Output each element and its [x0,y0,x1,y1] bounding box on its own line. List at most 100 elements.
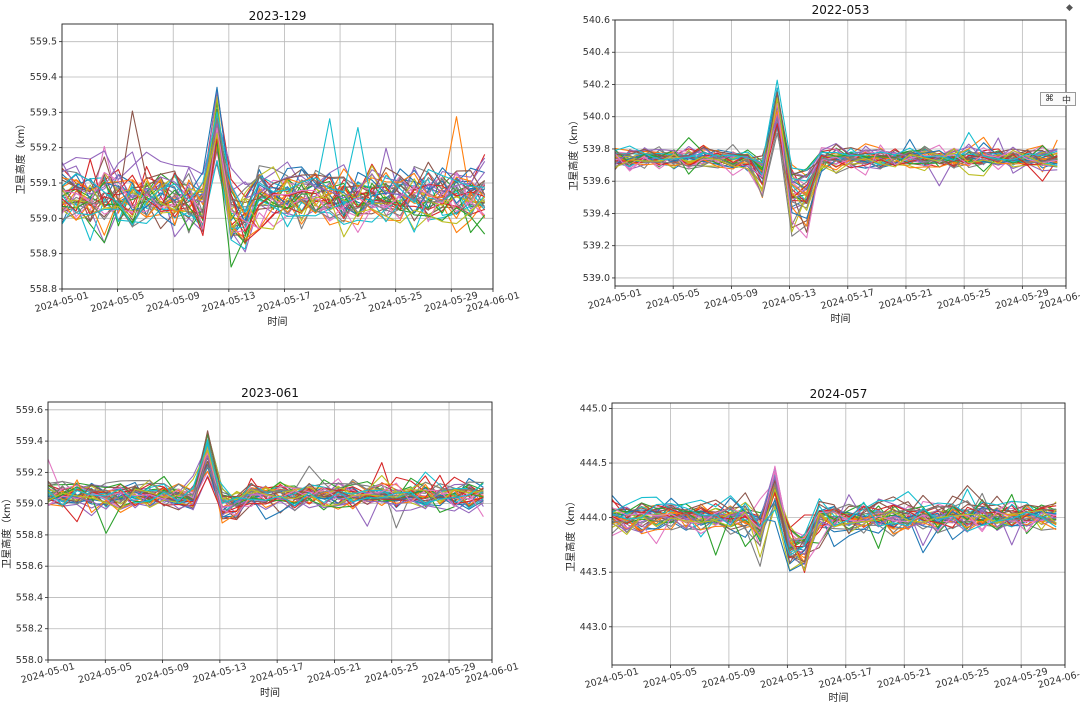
y-tick-label: 540.0 [583,112,610,123]
chart-title: 2023-061 [241,386,299,400]
x-tick-label: 2024-05-25 [936,287,992,312]
plot-frame [47,401,493,661]
series-line [614,97,1058,211]
y-tick-label: 558.8 [16,530,43,541]
series-line [614,98,1058,182]
input-method-indicator[interactable]: ⌘ 中 [1040,92,1076,106]
y-tick-label: 443.5 [580,567,607,578]
x-tick-label: 2024-05-25 [934,666,990,691]
y-tick-label: 559.1 [30,178,57,189]
series-line [611,471,1057,541]
series-line [614,95,1058,195]
input-method-icon: ⌘ [1044,94,1054,104]
x-tick-label: 2024-05-25 [364,661,420,686]
series-line [611,480,1057,563]
series-line [47,430,484,509]
chart-panel-2: 2022-053 539.0 539.2 539.4 539.6 539.8 540.0 54… [567,3,1080,325]
x-axis-label: 时间 [260,686,280,699]
series-line [611,488,1057,572]
x-tick-label: 2024-05-13 [759,666,815,691]
x-tick-label: 2024-05-09 [703,287,759,312]
x-tick-label: 2024-05-21 [306,661,362,686]
series-line [61,130,485,222]
x-tick-label: 2024-05-17 [256,290,312,315]
y-tick-label: 559.3 [30,107,57,118]
series-line [61,126,486,220]
chart-panel-1: 2023-129 558.8 558.9 559.0 559.1 559.2 559.3 55… [14,9,521,328]
y-axis-label: 卫星高度（km） [0,493,13,569]
x-tick-label: 2024-05-13 [192,661,248,686]
x-tick-label: 2024-05-17 [249,661,305,686]
series-line [61,160,486,233]
y-tick-label: 539.8 [583,144,610,155]
series-line [614,102,1058,239]
x-tick-label: 2024-05-21 [878,287,934,312]
x-tick-label: 2024-05-05 [77,661,133,686]
x-tick-label: 2024-05-13 [201,290,257,315]
y-axis-label: 卫星高度（km） [14,119,27,195]
series-line [614,101,1058,233]
y-tick-label: 558.4 [16,592,43,603]
x-tick-label: 2024-05-01 [587,287,643,312]
x-tick-label: 2024-05-21 [312,290,368,315]
x-tick-label: 2024-05-09 [134,661,190,686]
series-line [61,140,486,268]
series-line [614,116,1058,233]
series-line [611,501,1057,556]
series-line [614,116,1058,184]
input-method-label: 中 [1061,95,1071,106]
x-tick-label: 2024-05-21 [876,666,932,691]
y-axis-label: 卫星高度（km） [567,115,580,191]
series-line [61,127,486,230]
chart-title: 2023-129 [249,9,307,23]
y-tick-label: 558.0 [16,655,43,666]
series-line [611,483,1057,547]
series-line [47,449,484,510]
y-tick-label: 558.9 [30,249,57,260]
x-tick-label: 2024-05-13 [761,287,817,312]
y-tick-label: 540.6 [583,15,610,26]
y-tick-label: 559.0 [30,213,57,224]
series-line [47,465,484,512]
y-tick-label: 539.4 [583,208,610,219]
series-line [61,112,486,228]
x-tick-label: 2024-05-09 [145,290,201,315]
y-tick-label: 558.8 [30,284,57,295]
y-axis-label: 卫星高度（km） [564,496,577,572]
chart-title: 2024-057 [810,387,868,401]
y-tick-label: 558.6 [16,561,43,572]
series-line [614,98,1058,193]
plot-frame [61,23,494,290]
series-line [47,464,484,520]
y-tick-label: 559.4 [30,72,57,83]
x-tick-label: 2024-05-05 [89,290,145,315]
series-line [611,475,1057,548]
y-tick-label: 539.2 [583,241,610,252]
plot-frame [611,402,1066,666]
y-tick-label: 445.0 [580,403,607,414]
y-tick-label: 559.2 [16,467,43,478]
plot-frame [614,19,1067,287]
series-line [61,110,486,214]
x-axis-label: 时间 [268,315,288,328]
x-tick-label: 2024-05-17 [820,287,876,312]
y-tick-label: 559.2 [30,143,57,154]
y-tick-label: 540.4 [583,47,610,58]
x-tick-label: 2024-05-01 [584,666,640,691]
x-tick-label: 2024-05-09 [701,666,757,691]
y-tick-label: 559.6 [16,405,43,416]
chart-title: 2022-053 [812,3,870,17]
series-line [614,79,1058,171]
series-line [47,439,484,508]
series-line [61,95,485,231]
series-line [61,111,485,226]
series-line [61,128,485,243]
y-tick-label: 443.0 [580,622,607,633]
y-tick-label: 559.0 [16,499,43,510]
y-tick-label: 540.2 [583,79,610,90]
series-line [614,88,1058,197]
pin-icon[interactable]: ◆ [1066,3,1073,13]
series-line [611,488,1057,556]
x-axis-label: 时间 [831,312,851,325]
